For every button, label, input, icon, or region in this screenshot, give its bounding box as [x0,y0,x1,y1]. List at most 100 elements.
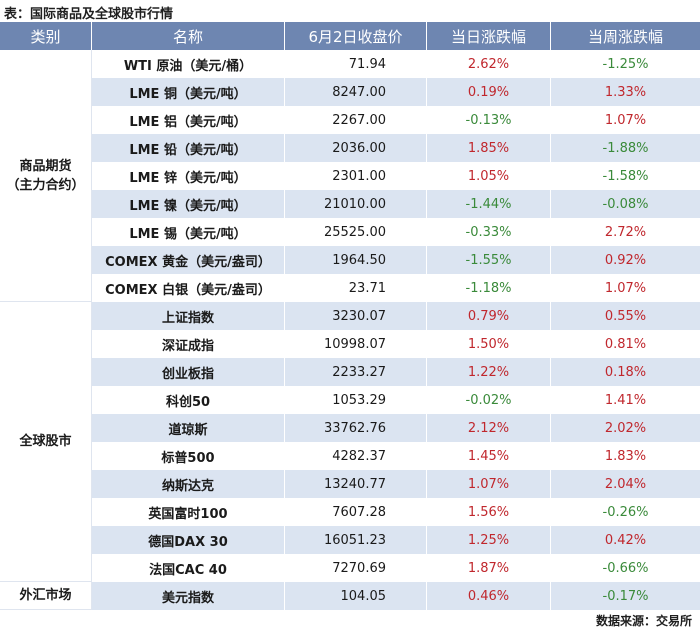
week-change: 0.92% [604,252,647,268]
table-row: 深证成指 10998.07 1.50% 0.81% [92,330,700,358]
close-price: 25525.00 [285,218,427,246]
instrument-name: LME 铅（美元/吨） [92,134,285,162]
table-row: 纳斯达克 13240.77 1.07% 2.04% [92,470,700,498]
table-row: 德国DAX 30 16051.23 1.25% 0.42% [92,526,700,554]
close-price: 4282.37 [285,442,427,470]
close-price: 10998.07 [285,330,427,358]
day-change: 1.45% [427,442,551,470]
day-change: -1.44% [427,190,551,218]
close-price: 3230.07 [285,302,427,330]
close-price: 21010.00 [285,190,427,218]
instrument-name: 美元指数 [92,582,285,610]
week-change: 2.02% [604,420,647,436]
close-price: 71.94 [285,50,427,78]
table-row: LME 铝（美元/吨） 2267.00 -0.13% 1.07% [92,106,700,134]
close-price: 104.05 [285,582,427,610]
category-group: 全球股市 上证指数 3230.07 0.79% 0.55% 深证成指 10998.07 1.5… [0,302,700,582]
table-row: 英国富时100 7607.28 1.56% -0.26% [92,498,700,526]
header-category: 类别 [0,22,92,50]
instrument-name: 道琼斯 [92,414,285,442]
instrument-name: LME 锡（美元/吨） [92,218,285,246]
week-change: 0.55% [604,308,647,324]
day-change: 1.22% [427,358,551,386]
close-price: 23.71 [285,274,427,302]
table-row: 标普500 4282.37 1.45% 1.83% [92,442,700,470]
instrument-name: 上证指数 [92,302,285,330]
week-change: -1.25% [602,56,649,72]
table-caption: 表：国际商品及全球股市行情 [4,7,174,22]
day-change: -0.13% [427,106,551,134]
table-row: 上证指数 3230.07 0.79% 0.55% [92,302,700,330]
table-row: LME 镍（美元/吨） 21010.00 -1.44% -0.08% [92,190,700,218]
table-row: LME 铜（美元/吨） 8247.00 0.19% 1.33% [92,78,700,106]
header-day-change: 当日涨跌幅 [427,22,551,50]
close-price: 2233.27 [285,358,427,386]
instrument-name: LME 镍（美元/吨） [92,190,285,218]
day-change: 0.79% [427,302,551,330]
day-change: 1.85% [427,134,551,162]
day-change: 1.56% [427,498,551,526]
instrument-name: WTI 原油（美元/桶） [92,50,285,78]
close-price: 2301.00 [285,162,427,190]
table-row: COMEX 黄金（美元/盎司） 1964.50 -1.55% 0.92% [92,246,700,274]
day-change: 0.19% [427,78,551,106]
week-change: 1.41% [604,392,647,408]
table-row: 美元指数 104.05 0.46% -0.17% [92,582,700,610]
week-change: 1.07% [604,280,647,296]
table-row: COMEX 白银（美元/盎司） 23.71 -1.18% 1.07% [92,274,700,302]
table-row: LME 锡（美元/吨） 25525.00 -0.33% 2.72% [92,218,700,246]
day-change: 1.87% [427,554,551,582]
instrument-name: 德国DAX 30 [92,526,285,554]
close-price: 16051.23 [285,526,427,554]
instrument-name: 英国富时100 [92,498,285,526]
table-body: 商品期货 （主力合约） WTI 原油（美元/桶） 71.94 2.62% -1.25% L… [0,50,700,610]
table-row: 法国CAC 40 7270.69 1.87% -0.66% [92,554,700,582]
week-change: 1.07% [604,112,647,128]
instrument-name: 法国CAC 40 [92,554,285,582]
table-row: 道琼斯 33762.76 2.12% 2.02% [92,414,700,442]
header-week-change: 当周涨跌幅 [587,27,663,46]
instrument-name: 纳斯达克 [92,470,285,498]
day-change: -0.33% [427,218,551,246]
close-price: 1964.50 [285,246,427,274]
category-group: 商品期货 （主力合约） WTI 原油（美元/桶） 71.94 2.62% -1.25% L… [0,50,700,302]
week-change: -1.58% [602,168,649,184]
week-change: -0.17% [602,588,649,604]
market-table: 类别 名称 6月2日收盘价 当日涨跌幅 当周涨跌幅 商品期货 （主力合约） WTI… [0,22,700,610]
table-row: 创业板指 2233.27 1.22% 0.18% [92,358,700,386]
week-change: -1.88% [602,140,649,156]
instrument-name: LME 锌（美元/吨） [92,162,285,190]
week-change: 0.42% [604,532,647,548]
table-row: LME 锌（美元/吨） 2301.00 1.05% -1.58% [92,162,700,190]
table-row: WTI 原油（美元/桶） 71.94 2.62% -1.25% [92,50,700,78]
week-change: 1.33% [604,84,647,100]
instrument-name: LME 铜（美元/吨） [92,78,285,106]
close-price: 33762.76 [285,414,427,442]
close-price: 13240.77 [285,470,427,498]
table-row: LME 铅（美元/吨） 2036.00 1.85% -1.88% [92,134,700,162]
week-change: 0.18% [604,364,647,380]
instrument-name: LME 铝（美元/吨） [92,106,285,134]
close-price: 2036.00 [285,134,427,162]
week-change: 2.04% [604,476,647,492]
category-label: 外汇市场 [0,582,92,610]
category-label: 全球股市 [0,302,92,582]
week-change: -0.26% [602,504,649,520]
close-price: 8247.00 [285,78,427,106]
close-price: 1053.29 [285,386,427,414]
instrument-name: 深证成指 [92,330,285,358]
week-change: 2.72% [604,224,647,240]
close-price: 7270.69 [285,554,427,582]
category-group: 外汇市场 美元指数 104.05 0.46% -0.17% [0,582,700,610]
close-price: 7607.28 [285,498,427,526]
day-change: 0.46% [427,582,551,610]
instrument-name: 创业板指 [92,358,285,386]
week-change: -0.08% [602,196,649,212]
week-change: 0.81% [604,336,647,352]
table-header: 类别 名称 6月2日收盘价 当日涨跌幅 当周涨跌幅 [0,22,700,50]
category-label: 商品期货 （主力合约） [0,50,92,302]
instrument-name: 标普500 [92,442,285,470]
day-change: 2.62% [427,50,551,78]
day-change: -0.02% [427,386,551,414]
close-price: 2267.00 [285,106,427,134]
